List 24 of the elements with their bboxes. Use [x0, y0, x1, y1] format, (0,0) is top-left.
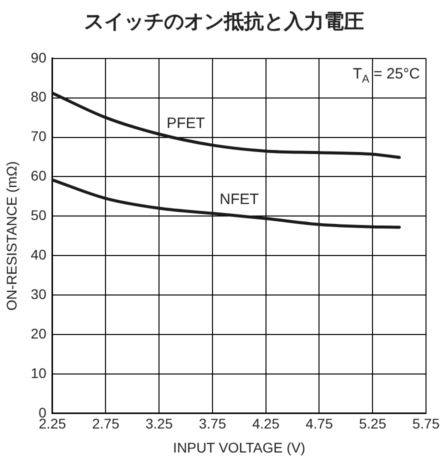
y-tick-label: 0 [38, 404, 47, 420]
y-tick-label: 30 [30, 286, 47, 302]
y-tick-label: 40 [30, 246, 47, 262]
x-tick-label: 2.75 [92, 416, 120, 432]
line-series [52, 92, 401, 159]
y-tick-label: 90 [30, 49, 47, 66]
series-label: PFET [166, 114, 205, 132]
series-label: NFET [220, 191, 259, 208]
y-tick-label: 60 [30, 168, 47, 184]
y-axis-title: ON-RESISTANCE (mΩ) [3, 161, 20, 311]
y-tick-label: 80 [30, 88, 47, 105]
x-tick-label: 3.75 [198, 416, 226, 432]
line-series [52, 178, 401, 229]
y-tick-label: 20 [30, 325, 47, 342]
y-tick-label: 70 [30, 128, 47, 144]
x-tick-label: 4.75 [306, 416, 334, 432]
y-tick-label: 50 [30, 207, 47, 224]
y-tick-label: 10 [30, 364, 47, 381]
x-tick-label: 5.75 [412, 416, 440, 432]
x-axis-title: INPUT VOLTAGE (V) [173, 439, 306, 456]
x-tick-label: 5.25 [359, 416, 386, 432]
x-tick-label: 3.25 [146, 416, 173, 432]
x-tick-label: 4.25 [252, 416, 280, 432]
chart-title: スイッチのオン抵抗と入力電圧 [83, 8, 365, 35]
